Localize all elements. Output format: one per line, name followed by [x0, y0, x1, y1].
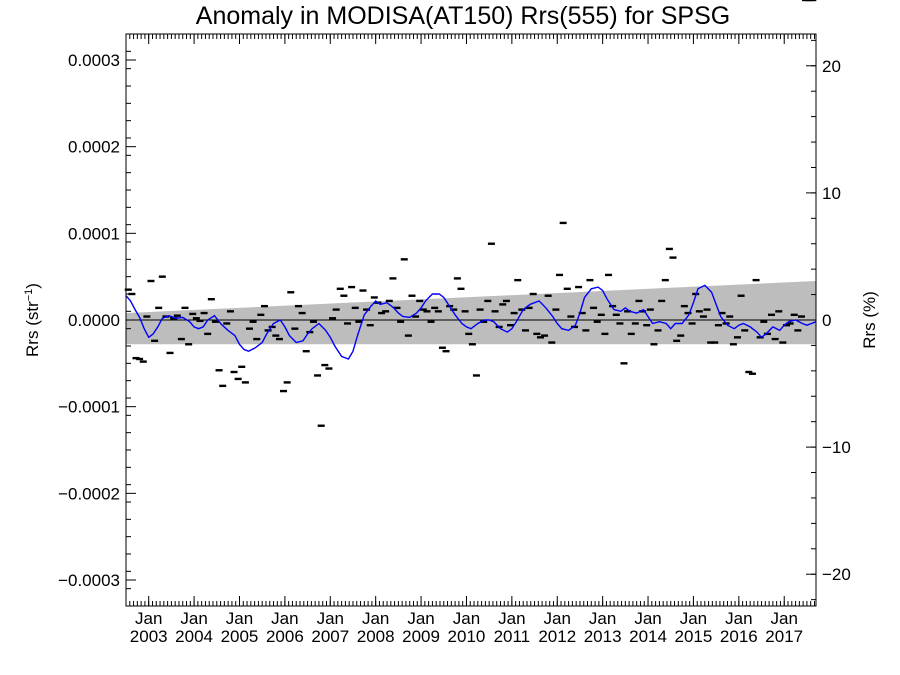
x-tick-label-year: 2011	[494, 627, 531, 646]
x-tick-label-month: Jan	[362, 609, 389, 628]
x-tick-label-month: Jan	[317, 609, 344, 628]
x-tick-label-year: 2008	[357, 627, 395, 646]
y-tick-label-right: 20	[822, 57, 841, 76]
y-tick-label-left: 0.0002	[68, 138, 120, 157]
y-tick-label-left: 0.0003	[68, 51, 120, 70]
x-tick-label-month: Jan	[634, 609, 661, 628]
y-tick-label-left: 0.0000	[68, 311, 120, 330]
uncertainty-band-layer	[126, 281, 816, 345]
y-tick-label-left: −0.0003	[58, 571, 120, 590]
smoothed-series-layer	[125, 284, 817, 360]
x-tick-label-year: 2006	[266, 627, 304, 646]
y-tick-label-right: 10	[822, 184, 841, 203]
points-layer	[124, 0, 817, 427]
x-tick-label-month: Jan	[498, 609, 525, 628]
x-tick-label-year: 2017	[765, 627, 803, 646]
left-y-axis: 0.0003 0.0002 0.0001 0.0000 −0.0001 −0.0002 −0…	[58, 50, 136, 590]
x-tick-label-month: Jan	[226, 609, 253, 628]
x-tick-label-month: Jan	[453, 609, 480, 628]
x-tick-label-year: 2014	[629, 627, 667, 646]
y-axis-label-left-close: )	[23, 283, 42, 289]
y-axis-label-left: Rrs (str−1)	[23, 283, 42, 357]
x-tick-label-year: 2003	[130, 627, 168, 646]
x-tick-label-year: 2013	[584, 627, 622, 646]
x-tick-label-month: Jan	[680, 609, 707, 628]
y-axis-label-left-superscript: −1	[23, 289, 35, 302]
x-tick-label-year: 2007	[311, 627, 349, 646]
x-tick-label-year: 2016	[720, 627, 758, 646]
right-y-axis: 20 10 0 −10 −20	[806, 39, 851, 601]
x-axis: Jan2003Jan2004Jan2005Jan2006Jan2007Jan20…	[125, 34, 815, 646]
y-axis-label-right: Rrs (%)	[860, 291, 879, 349]
x-tick-label-month: Jan	[771, 609, 798, 628]
x-tick-label-month: Jan	[407, 609, 434, 628]
y-axis-label-left-text: Rrs (str	[23, 301, 42, 357]
y-tick-label-left: −0.0001	[58, 398, 120, 417]
y-tick-label-right: 0	[822, 311, 831, 330]
x-tick-label-year: 2005	[221, 627, 259, 646]
x-tick-label-month: Jan	[135, 609, 162, 628]
x-tick-label-month: Jan	[180, 609, 207, 628]
x-tick-label-month: Jan	[271, 609, 298, 628]
uncertainty-band	[126, 281, 816, 345]
x-tick-label-year: 2004	[175, 627, 213, 646]
x-tick-label-year: 2015	[675, 627, 713, 646]
y-tick-label-left: 0.0001	[68, 224, 120, 243]
x-tick-label-month: Jan	[544, 609, 571, 628]
y-tick-label-left: −0.0002	[58, 484, 120, 503]
x-tick-label-year: 2012	[538, 627, 576, 646]
y-tick-label-right: −10	[822, 438, 851, 457]
chart-title: Anomaly in MODISA(AT150) Rrs(555) for SP…	[196, 2, 730, 30]
y-tick-label-right: −20	[822, 565, 851, 584]
x-tick-label-year: 2009	[402, 627, 440, 646]
x-tick-label-year: 2010	[448, 627, 486, 646]
x-tick-label-month: Jan	[589, 609, 616, 628]
x-tick-label-month: Jan	[725, 609, 752, 628]
smoothed-series-line	[125, 284, 817, 360]
